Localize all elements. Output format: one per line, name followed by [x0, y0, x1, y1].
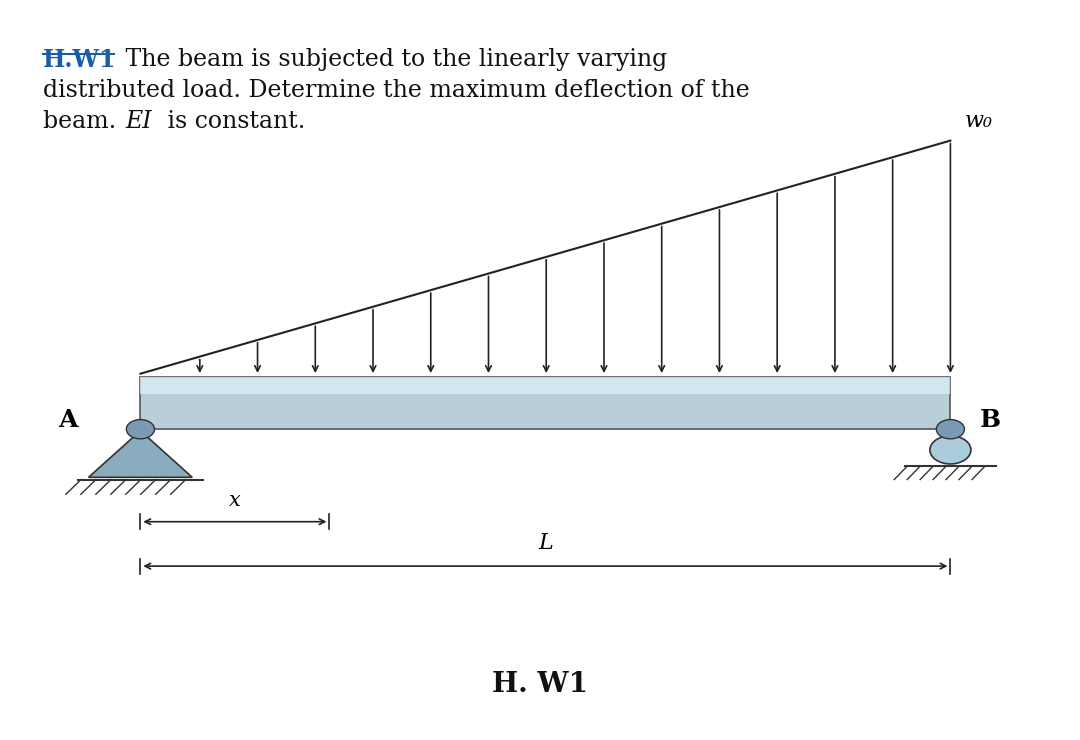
Circle shape	[936, 420, 964, 439]
Text: EI: EI	[125, 110, 152, 133]
Text: B: B	[980, 408, 1001, 432]
Text: L: L	[538, 532, 553, 554]
Circle shape	[930, 436, 971, 464]
Polygon shape	[140, 377, 950, 394]
Text: is constant.: is constant.	[160, 110, 306, 133]
Text: The beam is subjected to the linearly varying: The beam is subjected to the linearly va…	[118, 48, 667, 71]
Text: beam.: beam.	[43, 110, 124, 133]
Text: distributed load. Determine the maximum deflection of the: distributed load. Determine the maximum …	[43, 79, 750, 102]
Text: x: x	[229, 491, 241, 510]
Circle shape	[126, 420, 154, 439]
Polygon shape	[89, 431, 192, 477]
Text: w₀: w₀	[964, 110, 993, 132]
Polygon shape	[140, 377, 950, 429]
Text: H.W1: H.W1	[43, 48, 117, 72]
Text: A: A	[58, 408, 78, 432]
Text: H. W1: H. W1	[492, 671, 588, 698]
